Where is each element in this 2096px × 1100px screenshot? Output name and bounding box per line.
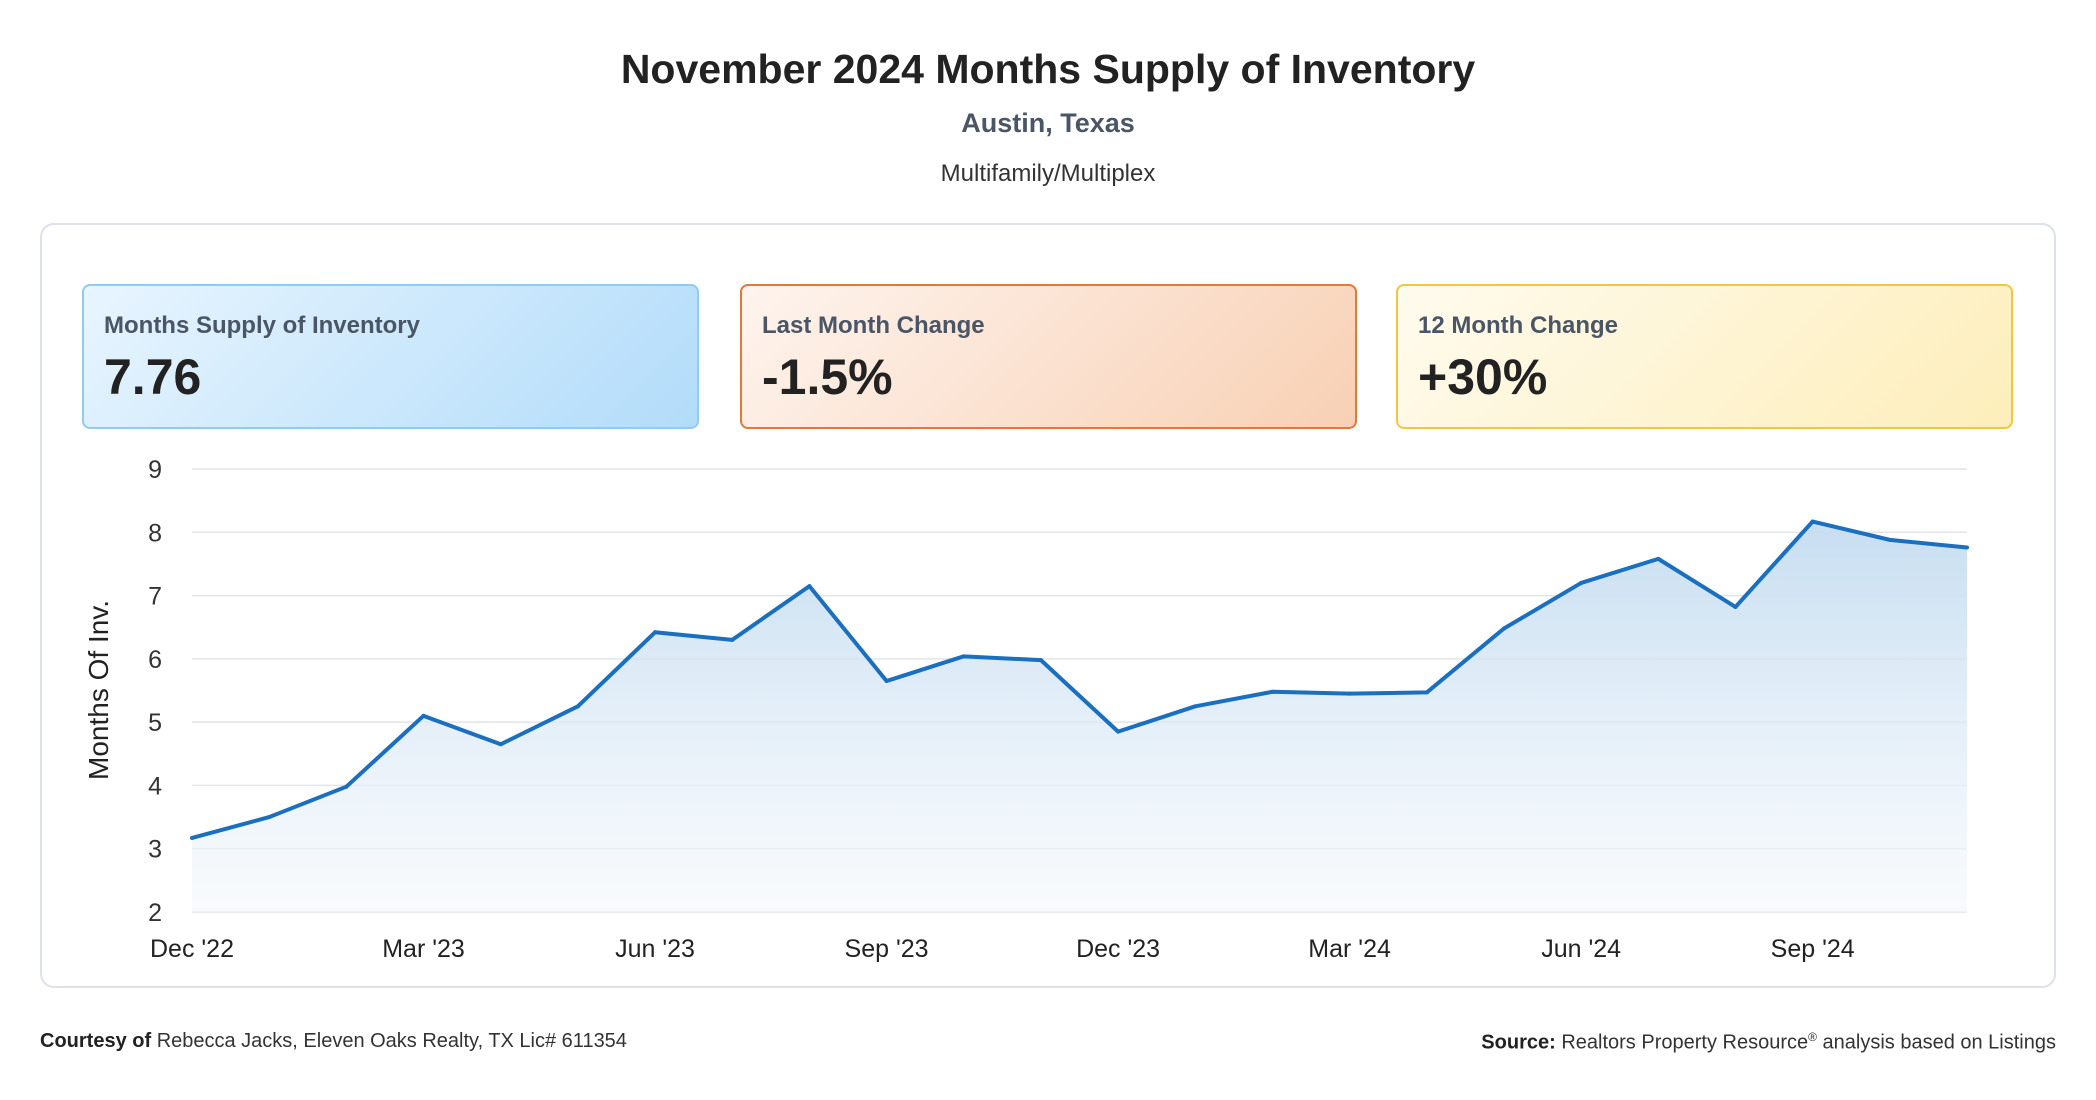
x-tick-label: Dec '22 xyxy=(150,935,234,963)
x-tick-label: Sep '24 xyxy=(1771,935,1855,963)
data-point xyxy=(190,835,194,840)
data-point xyxy=(1579,580,1584,585)
data-point xyxy=(575,704,580,709)
courtesy-label: Courtesy of xyxy=(40,1030,152,1052)
last-month-change-card: Last Month Change -1.5% xyxy=(740,284,1357,429)
y-axis-label: Months Of Inv. xyxy=(83,600,114,780)
data-point xyxy=(267,815,272,820)
y-tick-label: 3 xyxy=(148,836,162,864)
y-tick-label: 7 xyxy=(148,583,162,611)
property-category: Multifamily/Multiplex xyxy=(940,160,1156,187)
x-tick-label: Jun '24 xyxy=(1541,935,1621,963)
data-point xyxy=(1038,658,1043,663)
source-label: Source: xyxy=(1481,1031,1556,1054)
y-axis-ticks: 2 3 4 5 6 7 8 9 xyxy=(148,456,162,927)
months-supply-label: Months Supply of Inventory xyxy=(104,312,420,339)
source-footer: Source: Realtors Property Resource® anal… xyxy=(1481,1030,2056,1055)
registered-mark: ® xyxy=(1808,1030,1817,1044)
x-axis-ticks: Dec '22 Mar '23 Jun '23 Sep '23 Dec '23 Mar '… xyxy=(150,935,1855,963)
source-text: Realtors Property Resource xyxy=(1561,1031,1809,1054)
y-tick-label: 6 xyxy=(148,646,162,674)
x-tick-label: Dec '23 xyxy=(1076,935,1160,963)
x-tick-label: Mar '24 xyxy=(1308,935,1391,963)
data-point xyxy=(421,713,426,718)
twelve-month-change-value: +30% xyxy=(1418,349,1548,405)
data-point xyxy=(344,784,349,789)
location-subtitle: Austin, Texas xyxy=(961,108,1135,138)
courtesy-text: Rebecca Jacks, Eleven Oaks Realty, TX Li… xyxy=(156,1030,627,1052)
data-point xyxy=(498,742,503,747)
courtesy-footer: Courtesy of Rebecca Jacks, Eleven Oaks R… xyxy=(40,1030,627,1053)
data-point xyxy=(1270,689,1275,694)
area-fill-shape xyxy=(192,521,1967,912)
months-supply-card: Months Supply of Inventory 7.76 xyxy=(82,284,699,429)
data-point xyxy=(1501,626,1506,631)
data-point xyxy=(884,679,889,684)
data-point xyxy=(1733,604,1738,609)
months-supply-value: 7.76 xyxy=(104,349,202,405)
data-point xyxy=(1193,704,1198,709)
y-tick-label: 2 xyxy=(148,899,162,927)
x-tick-label: Jun '23 xyxy=(615,935,695,963)
data-point xyxy=(1810,519,1815,524)
data-point xyxy=(1424,690,1429,695)
last-month-change-value: -1.5% xyxy=(762,349,893,405)
y-tick-label: 5 xyxy=(148,709,162,737)
data-point xyxy=(1887,537,1892,542)
series-line-path xyxy=(191,519,1968,840)
area-fill xyxy=(192,521,1967,912)
data-point xyxy=(1347,691,1352,696)
data-point xyxy=(730,637,735,642)
x-tick-label: Mar '23 xyxy=(382,935,465,963)
last-month-change-label: Last Month Change xyxy=(762,312,985,339)
data-point xyxy=(961,654,966,659)
data-point xyxy=(1965,545,1969,550)
y-tick-label: 4 xyxy=(148,772,162,800)
twelve-month-change-label: 12 Month Change xyxy=(1418,312,1619,339)
y-tick-label: 9 xyxy=(148,456,162,484)
twelve-month-change-card: 12 Month Change +30% xyxy=(1396,284,2013,429)
page-title: November 2024 Months Supply of Inventory xyxy=(620,46,1476,92)
data-point xyxy=(1116,729,1121,734)
x-tick-label: Sep '23 xyxy=(845,935,929,963)
series-line xyxy=(190,519,1969,840)
data-point xyxy=(653,630,658,635)
source-text-suffix: analysis based on Listings xyxy=(1822,1031,2056,1054)
y-tick-label: 8 xyxy=(148,519,162,547)
data-point xyxy=(1656,556,1661,561)
data-point xyxy=(807,584,812,589)
